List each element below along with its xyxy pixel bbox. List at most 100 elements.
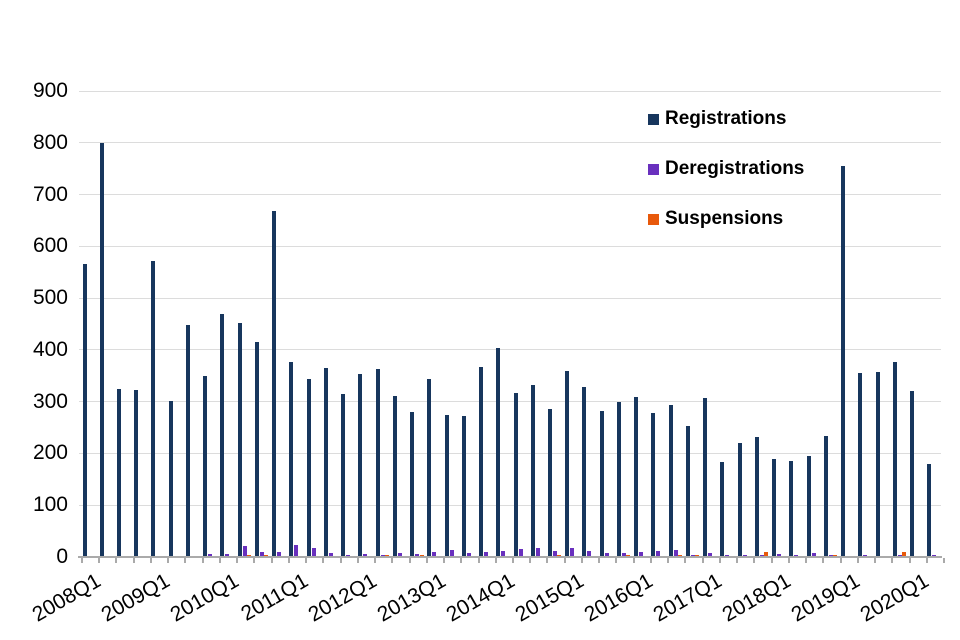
x-axis-tick — [649, 558, 652, 563]
bar-registrations-2016Q1 — [634, 397, 639, 557]
x-axis-tick — [615, 558, 618, 563]
x-axis-tick — [856, 558, 859, 563]
x-axis-tick-label: 2011Q1 — [237, 569, 312, 626]
bar-deregistrations-2016Q2 — [656, 550, 661, 557]
bar-registrations-2009Q2 — [168, 400, 173, 557]
y-axis-tick-label: 500 — [32, 286, 68, 310]
x-axis-tick — [891, 558, 894, 563]
x-axis-tick — [81, 558, 83, 563]
bar-deregistrations-2014Q3 — [535, 548, 540, 557]
bar-registrations-2010Q2 — [237, 323, 242, 557]
x-axis-tick — [236, 558, 239, 563]
gridline — [79, 194, 941, 196]
x-axis-tick — [770, 558, 773, 563]
bar-registrations-2020Q2 — [927, 463, 932, 557]
bar-deregistrations-2012Q3 — [397, 552, 402, 557]
x-axis-tick — [167, 558, 170, 563]
bar-deregistrations-2018Q1 — [777, 553, 782, 557]
bar-suspensions-2019Q4 — [902, 552, 907, 557]
gridline — [79, 452, 941, 454]
x-axis-tick-label: 2012Q1 — [304, 569, 381, 627]
bar-registrations-2015Q3 — [599, 410, 604, 557]
gridline — [79, 297, 941, 299]
y-axis-tick-label: 400 — [32, 337, 68, 361]
x-axis-tick — [684, 558, 687, 563]
bar-registrations-2018Q1 — [772, 458, 777, 557]
x-axis-tick-label: 2010Q1 — [166, 569, 243, 627]
bar-registrations-2020Q1 — [910, 390, 915, 557]
x-axis-tick-label: 2016Q1 — [580, 569, 657, 627]
bar-deregistrations-2009Q4 — [208, 554, 213, 557]
gridline — [79, 90, 941, 92]
x-axis-tick — [149, 558, 152, 563]
x-axis-tick — [322, 558, 325, 563]
x-axis-tick-label: 2014Q1 — [442, 569, 519, 627]
bar-deregistrations-2012Q1 — [363, 554, 368, 557]
x-axis-tick-label: 2013Q1 — [373, 569, 450, 627]
x-axis-tick — [787, 558, 790, 563]
x-axis-tick — [718, 558, 721, 563]
bar-deregistrations-2015Q1 — [570, 548, 575, 557]
legend-item-suspensions: Suspensions — [648, 208, 804, 230]
x-axis-tick — [805, 558, 808, 563]
bar-registrations-2008Q4 — [134, 389, 139, 557]
x-axis-tick-label: 2008Q1 — [28, 569, 105, 627]
bar-registrations-2008Q2 — [99, 142, 104, 557]
y-axis-tick-label: 600 — [32, 234, 68, 258]
x-axis-tick — [546, 558, 549, 563]
x-axis-tick — [667, 558, 670, 563]
bar-registrations-2017Q3 — [737, 442, 742, 557]
x-axis-tick-label: 2018Q1 — [718, 569, 795, 627]
gridline — [79, 401, 941, 403]
x-axis-tick — [270, 558, 273, 563]
bar-deregistrations-2016Q3 — [673, 550, 678, 557]
x-axis-tick — [529, 558, 532, 563]
bar-registrations-2018Q4 — [823, 435, 828, 557]
bar-registrations-2016Q4 — [685, 426, 690, 557]
registrations-swatch-icon — [648, 113, 659, 125]
bar-deregistrations-2010Q4 — [277, 552, 282, 557]
bar-registrations-2015Q4 — [616, 402, 621, 557]
bar-registrations-2014Q4 — [547, 408, 552, 557]
x-axis-tick — [98, 558, 101, 563]
bar-registrations-2015Q1 — [565, 371, 570, 557]
bar-registrations-2011Q4 — [341, 394, 346, 557]
gridline — [79, 504, 941, 506]
bar-registrations-2012Q1 — [358, 374, 363, 557]
bar-deregistrations-2018Q3 — [811, 553, 816, 557]
x-axis-tick — [374, 558, 377, 563]
x-axis-tick-label: 2019Q1 — [787, 569, 864, 627]
bar-registrations-2014Q3 — [530, 385, 535, 557]
bar-registrations-2014Q2 — [513, 392, 518, 557]
x-axis-tick — [115, 558, 118, 563]
legend-label-registrations: Registrations — [665, 108, 787, 129]
suspensions-swatch-icon — [648, 213, 659, 225]
x-axis-tick — [822, 558, 825, 563]
bar-registrations-2015Q2 — [582, 387, 587, 557]
bar-registrations-2010Q1 — [220, 313, 225, 557]
bar-registrations-2009Q1 — [151, 261, 156, 557]
bar-deregistrations-2013Q2 — [449, 550, 454, 557]
bar-registrations-2017Q4 — [754, 436, 759, 557]
bar-registrations-2013Q2 — [444, 415, 449, 557]
bar-deregistrations-2010Q3 — [259, 552, 264, 557]
legend-label-suspensions: Suspensions — [665, 208, 784, 229]
x-axis-tick — [943, 558, 945, 563]
x-axis-tick-label: 2020Q1 — [856, 569, 933, 627]
bar-registrations-2016Q3 — [668, 404, 673, 557]
x-axis-tick — [356, 558, 359, 563]
bar-deregistrations-2017Q4 — [759, 554, 764, 557]
x-axis-tick — [201, 558, 204, 563]
bar-deregistrations-2015Q4 — [621, 552, 626, 557]
bar-deregistrations-2011Q4 — [346, 554, 351, 557]
bar-registrations-2019Q1 — [841, 166, 846, 557]
bar-deregistrations-2017Q1 — [708, 552, 713, 557]
bar-registrations-2014Q1 — [496, 348, 501, 557]
legend-item-deregistrations: Deregistrations — [648, 158, 804, 180]
bar-registrations-2013Q3 — [461, 415, 466, 557]
bar-registrations-2016Q2 — [651, 413, 656, 557]
legend-item-registrations: Registrations — [648, 108, 804, 130]
bar-deregistrations-2013Q3 — [466, 553, 471, 557]
x-axis-tick — [632, 558, 635, 563]
y-axis-tick-label: 800 — [32, 130, 68, 154]
